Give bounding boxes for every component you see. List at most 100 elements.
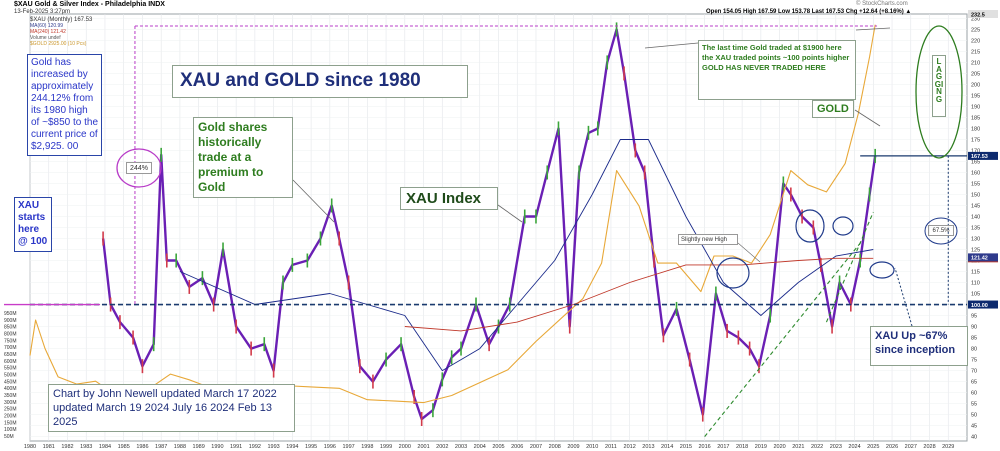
x-tick-label: 2021 <box>792 444 804 450</box>
x-tick-label: 1985 <box>118 444 130 450</box>
left-tick-label: 300M <box>4 400 17 406</box>
pct-67-ellipse <box>924 217 958 245</box>
x-tick-label: 2015 <box>680 444 692 450</box>
lagging-ellipse <box>915 25 963 159</box>
right-tick-label: 185 <box>971 115 980 121</box>
axis-value-label: 167.53 <box>971 154 988 160</box>
right-tick-label: 130 <box>971 237 980 243</box>
trendline <box>704 238 865 437</box>
pct-244-box: 244% <box>126 162 152 174</box>
x-tick-label: 2010 <box>586 444 598 450</box>
pointer-premium <box>292 179 335 223</box>
x-tick-label: 1986 <box>136 444 148 450</box>
right-tick-label: 110 <box>971 281 980 287</box>
x-tick-label: 2024 <box>848 444 860 450</box>
right-tick-label: 140 <box>971 214 980 220</box>
xau-start-text: XAU starts here @ 100 <box>18 200 48 247</box>
pct-244-text: 244% <box>130 165 148 172</box>
x-tick-label: 1991 <box>230 444 242 450</box>
right-tick-label: 215 <box>971 49 980 55</box>
right-tick-label: 60 <box>971 391 977 397</box>
x-tick-label: 2017 <box>717 444 729 450</box>
highlight-ellipse-4 <box>869 261 895 279</box>
right-tick-label: 95 <box>971 314 977 320</box>
xau-index-text: XAU Index <box>406 190 482 207</box>
axis-value-marker <box>968 151 998 160</box>
x-tick-label: 1989 <box>193 444 205 450</box>
gold-increase-text: Gold has increased by approximately 244.… <box>31 57 99 152</box>
x-tick-label: 2025 <box>867 444 879 450</box>
right-tick-label: 220 <box>971 38 980 44</box>
highlight-ellipse-2 <box>795 209 825 243</box>
right-tick-label: 115 <box>971 270 980 276</box>
xau-up-note: XAU Up ~67% since inception <box>870 326 968 366</box>
x-tick-label: 2004 <box>474 444 486 450</box>
pointer-gold-high <box>855 27 891 31</box>
left-tick-label: 600M <box>4 359 17 365</box>
lagging-box: LAGGING <box>932 55 946 117</box>
x-tick-label: 2020 <box>773 444 785 450</box>
premium-text: Gold shares historically trade at a prem… <box>198 120 268 194</box>
left-tick-label: 950M <box>4 311 17 317</box>
pointer-last-time <box>644 42 699 49</box>
pct-67-box: 67.5% <box>928 225 954 236</box>
right-tick-label: 165 <box>971 159 980 165</box>
left-tick-label: 450M <box>4 379 17 385</box>
right-axis: 4045505560657075808590951001051101151201… <box>971 16 980 440</box>
left-tick-label: 650M <box>4 352 17 358</box>
left-tick-label: 500M <box>4 373 17 379</box>
right-tick-label: 75 <box>971 358 977 364</box>
x-tick-label: 1998 <box>361 444 373 450</box>
left-tick-label: 150M <box>4 420 17 426</box>
right-tick-label: 125 <box>971 248 980 254</box>
right-tick-label: 205 <box>971 71 980 77</box>
x-tick-label: 1987 <box>155 444 167 450</box>
header-series: $XAU (Monthly) 167.53 <box>30 17 93 23</box>
gold-increase-note: Gold has increased by approximately 244.… <box>27 54 102 156</box>
x-tick-label: 1988 <box>174 444 186 450</box>
axis-value-marker <box>968 300 998 309</box>
right-tick-label: 65 <box>971 380 977 386</box>
right-tick-label: 225 <box>971 27 980 33</box>
watermark: © StockCharts.com <box>856 1 908 7</box>
right-tick-label: 175 <box>971 137 980 143</box>
right-tick-label: 145 <box>971 203 980 209</box>
last-time-note: The last time Gold traded at $1900 here … <box>698 40 856 100</box>
xau-up-text: XAU Up ~67% since inception <box>875 330 956 356</box>
right-tick-label: 195 <box>971 93 980 99</box>
axis-value-label: 232.5 <box>971 12 985 18</box>
x-tick-label: 1992 <box>249 444 261 450</box>
lagging-text: LAGGING <box>934 57 944 104</box>
left-tick-label: 50M <box>4 434 14 440</box>
x-tick-label: 1994 <box>286 444 298 450</box>
left-tick-label: 900M <box>4 318 17 324</box>
right-tick-label: 80 <box>971 347 977 353</box>
x-tick-label: 2012 <box>624 444 636 450</box>
axis-value-marker <box>968 10 998 18</box>
x-tick-label: 2003 <box>455 444 467 450</box>
credit-note: Chart by John Newell updated March 17 20… <box>48 384 295 432</box>
gold-label-text: GOLD <box>817 103 849 115</box>
highlight-ellipse-3 <box>832 216 854 236</box>
right-tick-label: 135 <box>971 226 980 232</box>
right-tick-label: 85 <box>971 336 977 342</box>
slightly-new-high-note: Slightly new High <box>678 234 738 245</box>
right-tick-label: 155 <box>971 181 980 187</box>
pct-67-text: 67.5% <box>932 228 950 234</box>
x-tick-label: 1995 <box>305 444 317 450</box>
chart-title-text: XAU and GOLD since 1980 <box>180 70 421 91</box>
right-tick-label: 210 <box>971 60 980 66</box>
trendline <box>825 211 874 323</box>
x-tick-label: 2016 <box>699 444 711 450</box>
x-tick-label: 2014 <box>661 444 673 450</box>
left-tick-label: 750M <box>4 338 17 344</box>
x-tick-label: 2011 <box>605 444 617 450</box>
axis-value-marker <box>968 253 998 262</box>
x-tick-label: 1990 <box>211 444 223 450</box>
chart-title: XAU and GOLD since 1980 <box>172 65 468 98</box>
xau-start-note: XAU starts here @ 100 <box>14 197 52 252</box>
x-tick-label: 2006 <box>511 444 523 450</box>
pointer-slightly-new-high <box>737 242 761 263</box>
left-tick-label: 700M <box>4 345 17 351</box>
